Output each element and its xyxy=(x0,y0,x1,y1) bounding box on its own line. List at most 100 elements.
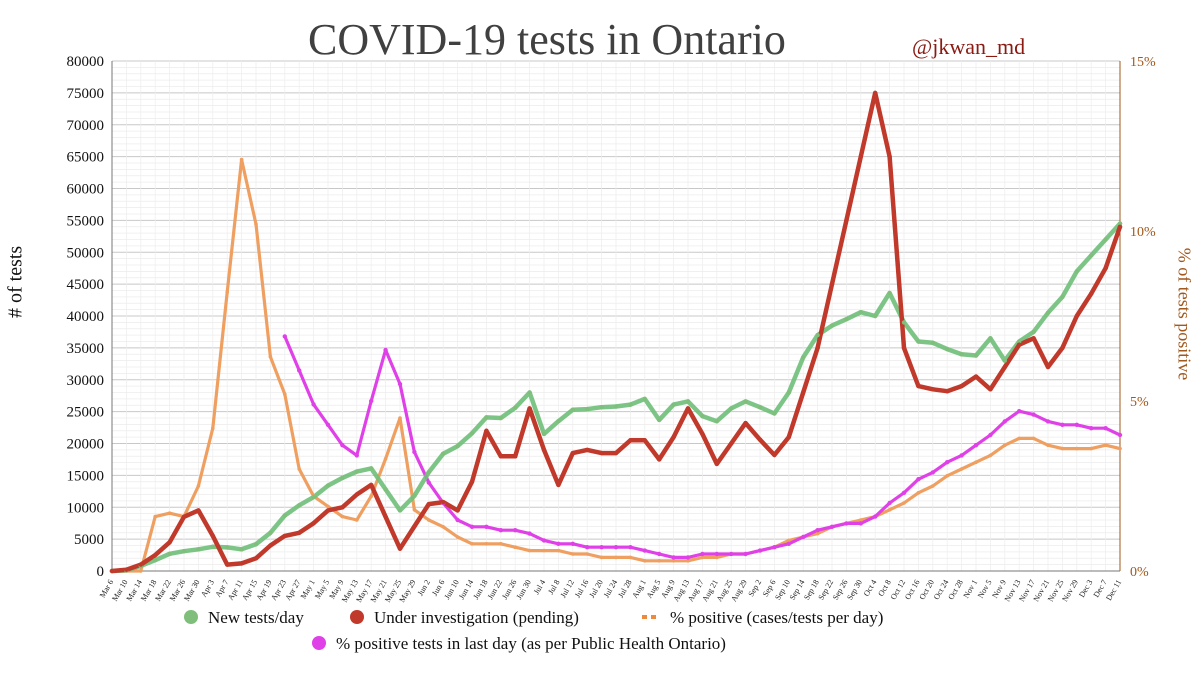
data-point-pending xyxy=(455,508,460,513)
data-point-new-tests xyxy=(1103,237,1108,242)
x-tick-label: Apr 3 xyxy=(199,578,216,598)
data-point-new-tests xyxy=(498,415,503,421)
data-point-new-tests xyxy=(959,352,964,357)
data-point-pending xyxy=(282,533,287,539)
data-point-pho xyxy=(585,545,590,550)
data-point-new-tests xyxy=(297,503,302,508)
data-point-pho xyxy=(642,548,647,553)
x-tick-label: Jun 2 xyxy=(416,578,432,597)
data-point-pho xyxy=(887,500,892,506)
data-point-new-tests xyxy=(757,405,763,410)
data-point-pending xyxy=(1017,342,1022,347)
x-tick-label: Dec 3 xyxy=(1077,578,1094,599)
data-point-pho xyxy=(484,524,489,529)
data-point-pct-positive xyxy=(1031,436,1036,441)
data-point-pending xyxy=(369,482,374,488)
legend-label: % positive (cases/tests per day) xyxy=(670,608,884,627)
data-point-new-tests xyxy=(253,542,259,547)
legend-item-pending: Under investigation (pending) xyxy=(350,608,579,628)
x-tick-label: Sep 2 xyxy=(746,578,763,598)
data-point-pct-positive xyxy=(441,525,446,529)
data-point-pho xyxy=(412,449,417,455)
data-point-new-tests xyxy=(858,310,863,315)
data-point-pct-positive xyxy=(484,542,489,546)
data-point-pct-positive xyxy=(1003,443,1007,448)
data-point-pending xyxy=(1031,336,1036,341)
data-point-pct-positive xyxy=(239,157,244,162)
legend-swatch-orange-dashed xyxy=(642,615,658,619)
x-tick-label: Oct 28 xyxy=(946,578,965,601)
data-point-pho xyxy=(873,514,878,519)
data-point-pct-positive xyxy=(787,538,791,543)
data-point-pending xyxy=(772,452,777,458)
data-point-pending xyxy=(959,383,964,389)
data-point-pending xyxy=(858,154,863,159)
chart-title: COVID-19 tests in Ontario xyxy=(308,15,786,64)
data-point-pct-positive xyxy=(815,531,820,536)
data-point-pct-positive xyxy=(254,222,258,226)
y-tick-label: 40000 xyxy=(67,309,105,325)
data-point-pending xyxy=(297,530,302,535)
data-point-pho xyxy=(714,551,719,557)
y-tick-label: 75000 xyxy=(67,86,105,102)
data-point-pending xyxy=(441,499,446,505)
data-point-pho xyxy=(541,538,547,543)
data-point-pct-positive xyxy=(859,518,863,522)
data-point-pho xyxy=(1117,432,1123,438)
data-point-pending xyxy=(153,552,158,558)
data-point-pct-positive xyxy=(614,555,618,560)
data-point-pending xyxy=(484,428,489,433)
data-point-new-tests xyxy=(513,405,518,410)
y-tick-label: 60000 xyxy=(67,182,105,198)
data-point-pending xyxy=(1045,364,1051,370)
data-point-pending xyxy=(397,546,403,551)
data-point-pct-positive xyxy=(599,555,604,560)
x-tick-label: Oct 4 xyxy=(862,578,879,598)
data-point-pct-positive xyxy=(211,426,215,431)
data-point-pho xyxy=(973,443,979,448)
data-point-new-tests xyxy=(671,402,676,407)
data-point-pho xyxy=(1017,409,1022,414)
data-point-new-tests xyxy=(1060,294,1065,300)
data-point-pho xyxy=(469,524,475,529)
data-point-pho xyxy=(743,551,748,557)
data-point-pending xyxy=(815,345,820,351)
data-point-pho xyxy=(383,347,388,353)
data-point-pct-positive xyxy=(556,548,561,553)
data-point-new-tests xyxy=(167,551,172,556)
data-point-pending xyxy=(671,434,676,440)
data-point-pho xyxy=(657,551,662,557)
data-point-pho xyxy=(354,453,359,458)
data-point-new-tests xyxy=(383,487,388,492)
data-point-pending xyxy=(829,281,835,287)
data-point-pct-positive xyxy=(470,542,474,546)
author-handle: @jkwan_md xyxy=(912,34,1026,59)
data-point-new-tests xyxy=(743,399,748,404)
legend-item-pho: % positive tests in last day (as per Pub… xyxy=(312,634,726,654)
data-point-pending xyxy=(426,501,431,507)
data-point-new-tests xyxy=(570,407,575,412)
data-point-pending xyxy=(988,387,993,392)
data-point-pending xyxy=(570,450,575,456)
data-point-new-tests xyxy=(973,353,979,358)
data-point-new-tests xyxy=(441,451,446,456)
data-point-pho xyxy=(570,541,575,546)
data-point-new-tests xyxy=(901,320,907,325)
data-point-pct-positive xyxy=(139,569,143,573)
data-point-pct-positive xyxy=(383,457,388,461)
data-point-pending xyxy=(1103,266,1108,271)
data-point-pending xyxy=(901,345,907,351)
data-point-new-tests xyxy=(988,336,993,341)
data-point-new-tests xyxy=(311,494,316,500)
data-point-pct-positive xyxy=(1103,443,1108,448)
data-point-pending xyxy=(729,441,734,446)
data-point-pho xyxy=(455,517,460,523)
legend-swatch-red xyxy=(350,610,364,624)
data-point-pho xyxy=(901,490,907,495)
data-point-pending xyxy=(109,568,115,574)
y-tick-label: 80000 xyxy=(67,54,105,70)
data-point-pct-positive xyxy=(153,514,157,519)
data-point-new-tests xyxy=(772,411,777,416)
data-point-new-tests xyxy=(657,417,662,423)
